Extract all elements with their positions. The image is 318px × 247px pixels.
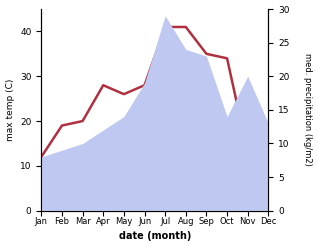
- X-axis label: date (month): date (month): [119, 231, 191, 242]
- Y-axis label: max temp (C): max temp (C): [5, 79, 15, 141]
- Y-axis label: med. precipitation (kg/m2): med. precipitation (kg/m2): [303, 53, 313, 166]
